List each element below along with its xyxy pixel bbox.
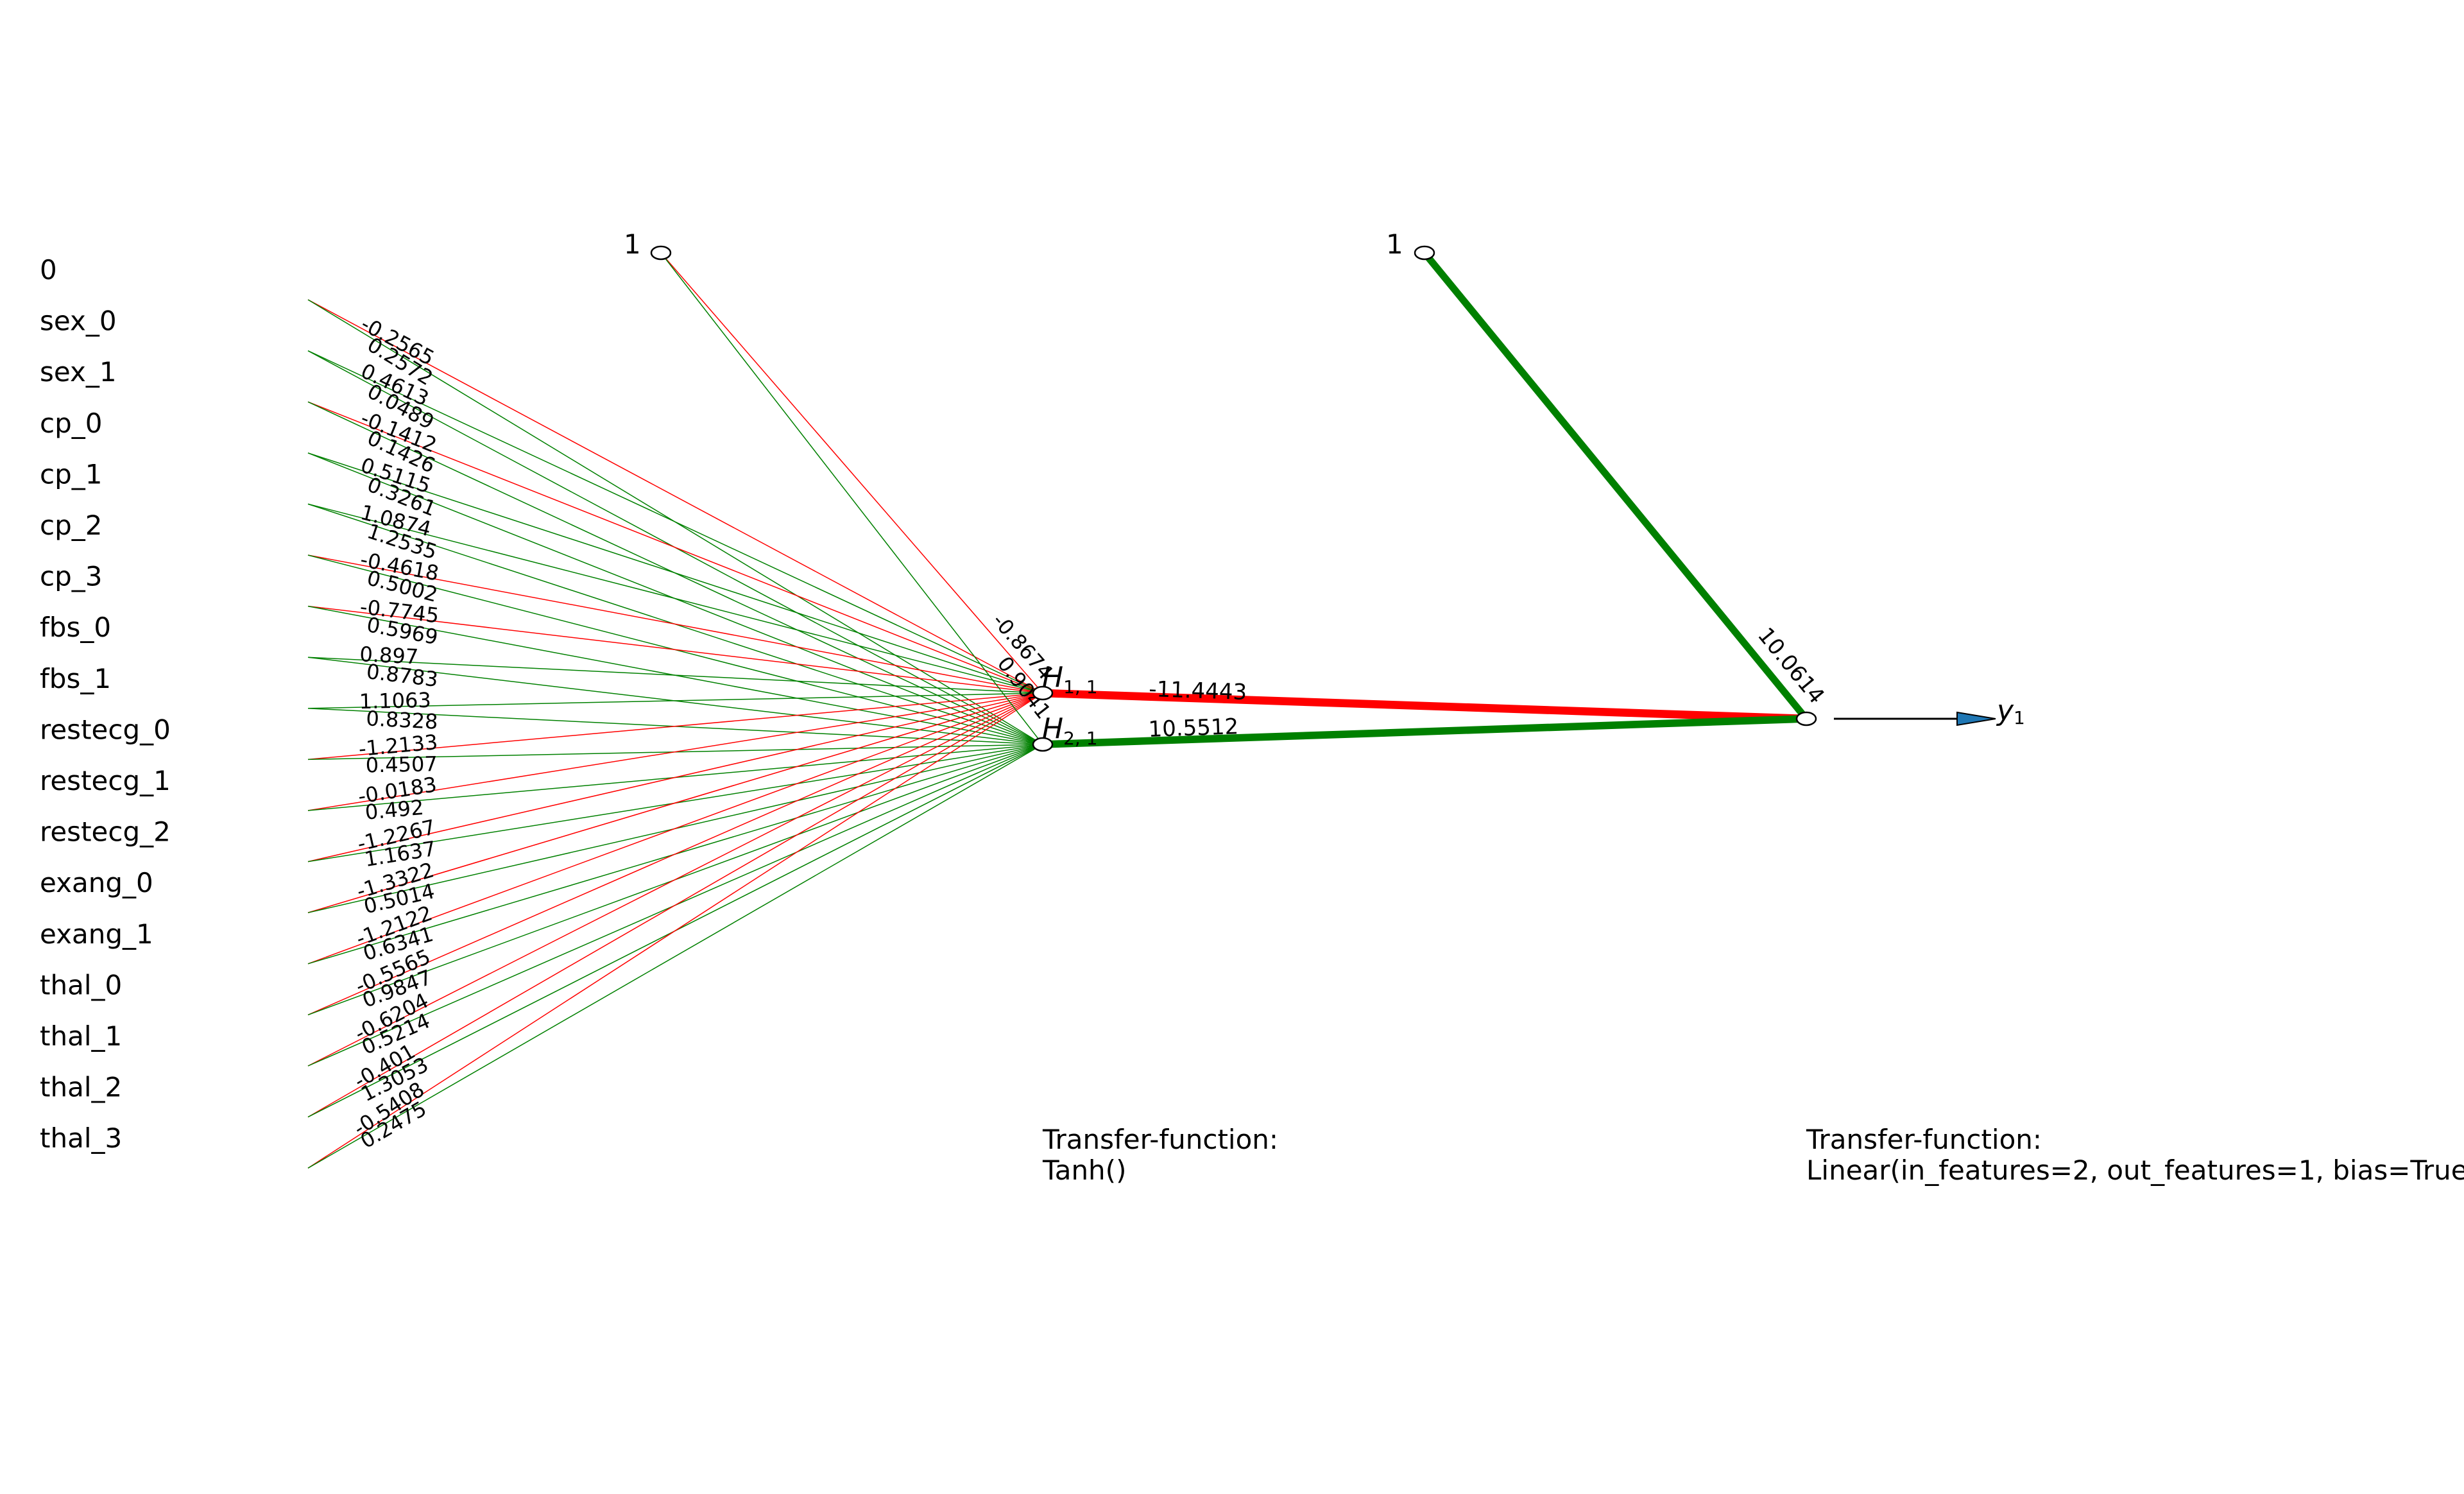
output-label: y1 <box>1996 694 2025 728</box>
bias-label-hidden: 1 <box>624 228 641 260</box>
input-label-exang_1: exang_1 <box>40 918 153 950</box>
edge-input-10-h1 <box>307 692 1043 811</box>
weight-label-8-h1: 1.1063 <box>359 688 431 714</box>
hidden-node-1 <box>1032 685 1054 701</box>
hidden-transfer-title: Transfer-function: <box>1042 1124 1278 1155</box>
output-transfer-title: Transfer-function: <box>1806 1124 2042 1155</box>
edge-input-15-h1 <box>307 692 1043 1067</box>
input-label-restecg_2: restecg_2 <box>40 816 171 848</box>
input-label-thal_2: thal_2 <box>40 1072 122 1103</box>
output-node <box>1795 711 1817 726</box>
bias-node-hidden <box>650 245 672 261</box>
hidden-node-2 <box>1032 737 1054 752</box>
weight-label-h1-output: -11.4443 <box>1149 676 1247 705</box>
edge-input-9-h1 <box>307 692 1043 760</box>
edge-input-5-h1 <box>307 554 1043 694</box>
weight-label-7-h2: 0.8783 <box>365 659 440 692</box>
edge-input-6-h1 <box>307 605 1043 694</box>
edge-input-17-h1 <box>307 692 1043 1169</box>
edge-h1-output <box>1042 689 1807 723</box>
input-label-restecg_0: restecg_0 <box>40 714 171 745</box>
edge-input-12-h1 <box>307 692 1043 913</box>
weight-label-h2-output: 10.5512 <box>1148 714 1239 743</box>
edge-input-4-h1 <box>307 503 1043 694</box>
edge-input-0-h1 <box>307 299 1043 694</box>
edge-bias-h1 <box>660 252 1043 694</box>
weight-label-9-h2: 0.4507 <box>365 751 438 777</box>
edge-bias-output <box>1421 250 1810 721</box>
input-label-thal_3: thal_3 <box>40 1122 122 1154</box>
bias-label-output: 1 <box>1386 228 1403 260</box>
input-label-restecg_1: restecg_1 <box>40 765 171 796</box>
edge-input-14-h1 <box>307 692 1043 1016</box>
output-arrow-head <box>1956 711 1996 726</box>
input-label-fbs_1: fbs_1 <box>40 663 111 694</box>
input-labels: 0 sex_0 sex_1 cp_0 cp_1 cp_2 cp_3 fbs_0 fbs_1res… <box>40 254 171 1154</box>
edges-layer <box>307 250 1810 1169</box>
weight-label-8-h2: 0.8328 <box>366 706 439 734</box>
input-label-0: 0 <box>40 254 57 286</box>
output-transfer-fn: Linear(in_features=2, out_features=1, bi… <box>1806 1155 2464 1186</box>
input-label-sex_1: sex_1 <box>40 356 117 388</box>
input-label-cp_1: cp_1 <box>40 458 102 490</box>
input-label-thal_1: thal_1 <box>40 1020 122 1052</box>
weight-label-7-h1: 0.897 <box>359 642 419 669</box>
input-label-fbs_0: fbs_0 <box>40 612 111 643</box>
input-label-thal_0: thal_0 <box>40 969 122 1000</box>
edge-input-17-h2 <box>307 744 1043 1169</box>
bias-node-output <box>1414 245 1435 261</box>
edge-input-16-h1 <box>307 692 1043 1118</box>
hidden-label-2: H2, 1 <box>1042 712 1098 749</box>
edge-input-1-h1 <box>307 350 1043 694</box>
input-label-cp_3: cp_3 <box>40 561 102 592</box>
input-label-sex_0: sex_0 <box>40 305 117 337</box>
edge-input-11-h1 <box>307 692 1043 863</box>
edge-input-3-h1 <box>307 452 1043 694</box>
input-label-cp_2: cp_2 <box>40 510 102 541</box>
hidden-label-1: H1, 1 <box>1042 661 1098 698</box>
edge-input-13-h1 <box>307 692 1043 965</box>
edge-h2-output <box>1042 715 1807 748</box>
input-label-cp_0: cp_0 <box>40 408 102 439</box>
edge-bias-h2 <box>660 252 1043 745</box>
edge-input-2-h1 <box>307 401 1043 694</box>
weight-label-10-h2: 0.492 <box>364 795 425 825</box>
input-label-exang_0: exang_0 <box>40 867 153 898</box>
hidden-transfer-fn: Tanh() <box>1042 1155 1126 1186</box>
edge-input-7-h1 <box>307 657 1043 694</box>
edge-input-8-h1 <box>307 692 1043 709</box>
